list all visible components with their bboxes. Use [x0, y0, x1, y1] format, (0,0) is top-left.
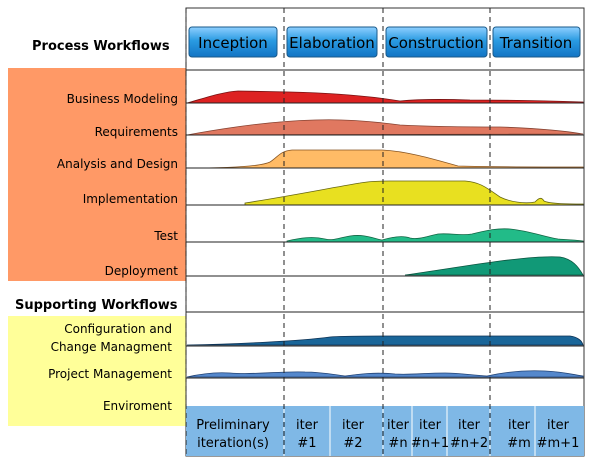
phase-button-construction[interactable]: Construction — [385, 26, 488, 58]
supporting-workflows-band — [8, 316, 186, 426]
phase-label-inception: Inception — [198, 34, 268, 52]
iteration-label-m-line2: #m — [507, 436, 531, 451]
hump-project-management — [186, 370, 584, 378]
discipline-label-business-modeling: Business Modeling — [67, 92, 178, 106]
phase-label-transition: Transition — [499, 34, 573, 52]
supporting-workflows-title: Supporting Workflows — [15, 298, 178, 313]
hump-deployment — [404, 256, 584, 276]
discipline-label-deployment: Deployment — [105, 264, 179, 278]
iteration-label-preliminary-line2: iteration(s) — [197, 436, 269, 451]
iteration-label-1-line1: iter — [296, 418, 319, 433]
discipline-label-test: Test — [153, 229, 178, 243]
iteration-label-m1-line2: #m+1 — [537, 436, 580, 451]
discipline-label-requirements: Requirements — [95, 125, 178, 139]
iteration-label-preliminary-line1: Preliminary — [196, 418, 270, 433]
iteration-label-n-line2: #n — [388, 436, 407, 451]
discipline-label-analysis-design: Analysis and Design — [57, 157, 178, 171]
process-workflows-band — [8, 68, 186, 281]
iteration-label-2-line1: iter — [342, 418, 365, 433]
process-workflows-title: Process Workflows — [32, 39, 170, 54]
hump-test — [286, 228, 584, 243]
discipline-label-implementation: Implementation — [83, 192, 178, 206]
iteration-label-n-line1: iter — [387, 418, 410, 433]
hump-configuration — [186, 335, 584, 346]
phase-button-elaboration[interactable]: Elaboration — [286, 26, 378, 58]
iteration-label-m1-line1: iter — [547, 418, 570, 433]
discipline-label-configuration-line2: Change Managment — [51, 340, 173, 354]
hump-analysis-design — [186, 149, 584, 169]
iteration-label-m-line1: iter — [508, 418, 531, 433]
discipline-label-project-management: Project Management — [48, 367, 172, 381]
iteration-label-n2-line1: iter — [458, 418, 481, 433]
phase-label-construction: Construction — [388, 34, 484, 52]
discipline-label-configuration-line1: Configuration and — [64, 322, 172, 336]
iteration-label-n2-line2: #n+2 — [450, 436, 488, 451]
iteration-bar — [186, 406, 584, 456]
phase-button-transition[interactable]: Transition — [492, 26, 581, 58]
iteration-label-n1-line1: iter — [419, 418, 442, 433]
hump-implementation — [244, 180, 584, 206]
iteration-label-n1-line2: #n+1 — [411, 436, 449, 451]
hump-business-modeling — [186, 90, 584, 104]
phase-button-inception[interactable]: Inception — [188, 26, 278, 58]
phase-label-elaboration: Elaboration — [289, 34, 375, 52]
iteration-label-1-line2: #1 — [297, 436, 316, 451]
hump-requirements — [186, 119, 584, 136]
discipline-label-environment: Enviroment — [103, 399, 172, 413]
iteration-label-2-line2: #2 — [343, 436, 362, 451]
